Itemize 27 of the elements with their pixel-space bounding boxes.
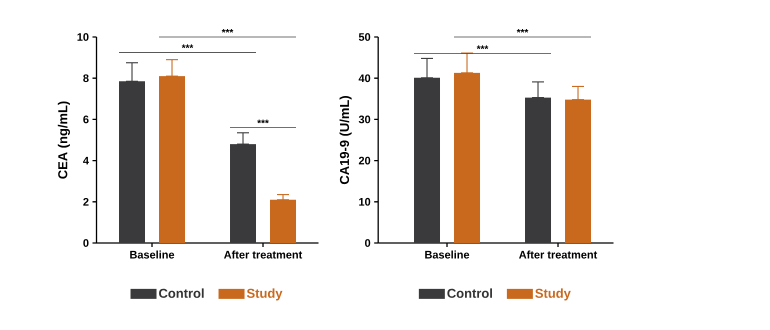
y-axis-title: CA19-9 (U/mL) [340,96,352,184]
x-tick-label: After treatment [224,250,302,259]
y-tick-label: 6 [83,116,89,124]
y-tick-label: 8 [83,74,89,82]
x-tick-label: Baseline [425,250,470,259]
text: *** [222,28,234,33]
y-tick-label: 10 [77,33,89,41]
legend-label: Study [246,288,282,300]
y-tick-label: 10 [359,198,370,206]
y-tick-label: 40 [358,74,370,82]
legend-label: Study [535,288,571,300]
x-tick-label: After treatment [519,250,598,259]
y-tick-label: 4 [83,156,89,164]
x-tick-label: Baseline [130,250,174,259]
text: *** [516,28,528,33]
annotation: *** [182,44,194,48]
y-axis-title: CEA (ng/mL) [58,101,70,179]
y-tick-label: 30 [358,116,370,124]
y-tick-label: 20 [358,156,370,164]
y-tick-label: 2 [83,198,89,206]
legend-label: Control [447,288,492,298]
y-tick-label: 0 [83,239,89,247]
y-tick-label: 50 [358,33,370,41]
legend-label: Control [159,288,204,298]
annotation: *** [257,120,269,124]
y-tick-label: 0 [365,239,370,247]
annotation: *** [476,45,488,50]
